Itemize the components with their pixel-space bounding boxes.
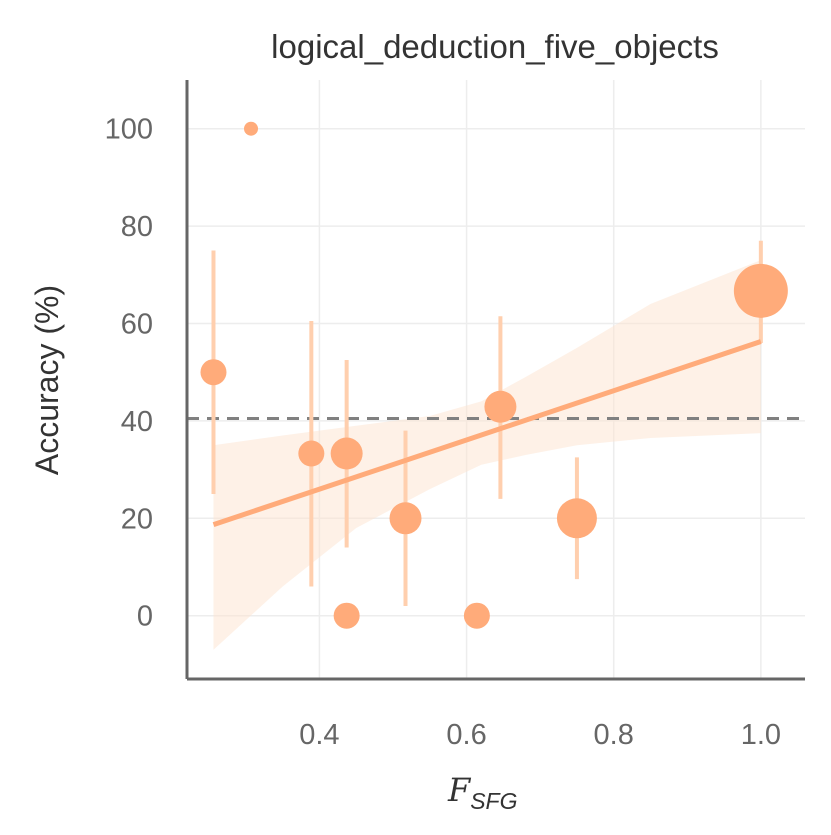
y-tick-label: 20 [121,503,153,535]
regression-line [212,339,762,527]
x-tick-label: 1.0 [741,719,781,751]
data-point [298,440,325,467]
x-axis-label-subscript: SFG [470,788,517,814]
confidence-band [213,260,761,650]
y-tick-label: 0 [137,601,153,633]
x-axis-label-main: F [447,771,472,809]
data-point [200,359,227,386]
data-point [733,263,788,318]
chart-title: logical_deduction_five_objects [271,28,719,65]
y-axis-label: Accuracy (%) [29,285,65,475]
data-point [463,602,490,629]
y-tick-label: 60 [121,308,153,340]
x-tick-labels: 0.4 0.6 0.8 1.0 [299,719,781,751]
y-tick-label: 80 [121,211,153,243]
data-point [389,502,422,535]
data-point [244,121,259,136]
y-tick-labels: 0 20 40 60 80 100 [105,114,153,633]
x-tick-label: 0.6 [446,719,486,751]
data-point [556,498,597,539]
data-points [200,121,788,629]
data-point [330,437,363,470]
x-tick-label: 0.8 [594,719,634,751]
data-point [484,390,517,423]
y-tick-label: 40 [121,406,153,438]
y-tick-label: 100 [105,114,153,146]
data-point [333,602,360,629]
x-axis-label: FSFG [447,771,517,814]
x-tick-label: 0.4 [299,719,339,751]
